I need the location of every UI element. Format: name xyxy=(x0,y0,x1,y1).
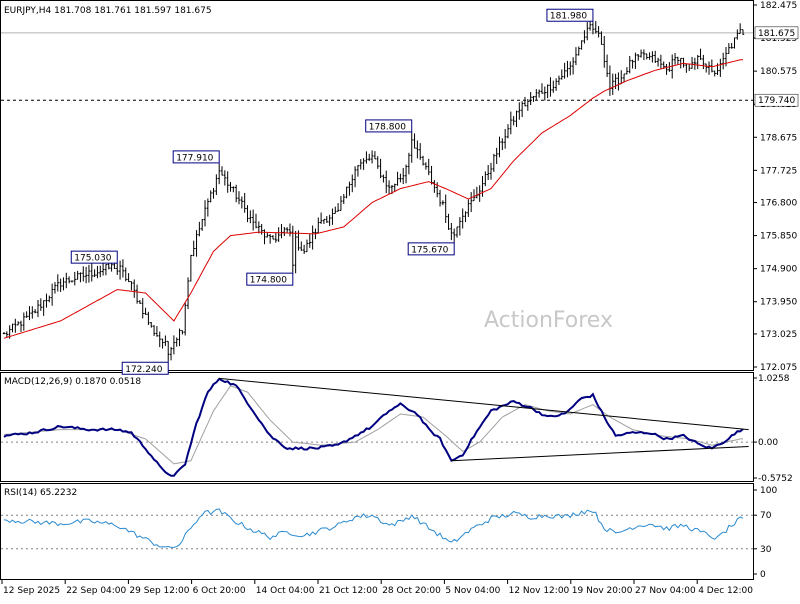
swing-label-box xyxy=(70,250,118,264)
current-price-tag: 181.675 xyxy=(758,29,795,39)
macd-trendline xyxy=(451,445,749,462)
swing-label: 181.980 xyxy=(550,12,587,22)
time-axis-label: 29 Sep 12:00 xyxy=(129,586,189,596)
swing-labels: 181.980 178.800 177.910 175.670 175.030 174.8… xyxy=(70,8,594,375)
price-panel-frame xyxy=(0,0,754,371)
time-axis-label: 12 Sep 2025 xyxy=(3,586,60,596)
moving-average-line xyxy=(3,59,743,339)
price-levels xyxy=(1,32,753,101)
time-axis-label: 19 Nov 20:00 xyxy=(572,586,633,596)
rsi-label: RSI(14) 65.2232 xyxy=(4,488,77,498)
macd-trendline xyxy=(219,377,749,431)
macd-line xyxy=(3,377,744,477)
price-axis-label: 176.800 xyxy=(760,199,797,209)
rsi-indicator xyxy=(1,508,753,550)
price-axis-label: 175.850 xyxy=(760,232,797,242)
swing-label: 175.030 xyxy=(74,254,111,264)
chart-title: EURJPY,H4 181.708 181.761 181.597 181.67… xyxy=(4,6,212,16)
price-axis-label: 178.675 xyxy=(760,133,797,143)
price-axis-label: 173.950 xyxy=(760,298,797,308)
rsi-axis: 100 70 30 0 xyxy=(753,486,777,580)
swing-label-box xyxy=(246,272,294,286)
price-axis: 182.475181.525180.575179.625178.675177.7… xyxy=(753,1,799,373)
rsi-axis-label: 100 xyxy=(760,486,777,496)
price-axis-label: 177.725 xyxy=(760,166,797,176)
rsi-panel-frame xyxy=(0,483,754,580)
time-axis-label: 5 Nov 04:00 xyxy=(445,586,500,596)
swing-label-box xyxy=(172,150,220,164)
price-bars xyxy=(2,19,745,362)
macd-axis-label: 1.0258 xyxy=(758,374,790,384)
level-price-tag: 179.740 xyxy=(758,96,795,106)
time-axis-label: 21 Oct 12:00 xyxy=(319,586,378,596)
swing-label-box xyxy=(365,119,413,133)
swing-label: 175.670 xyxy=(411,245,448,255)
rsi-axis-label: 70 xyxy=(760,511,772,521)
price-axis-label: 172.075 xyxy=(760,363,797,373)
macd-label: MACD(12,26,9) 0.1870 0.0518 xyxy=(4,377,141,387)
swing-label-box xyxy=(546,8,594,22)
rsi-line xyxy=(3,508,744,548)
time-axis-label: 28 Oct 20:00 xyxy=(382,586,441,596)
time-axis: 12 Sep 2025 22 Sep 04:00 29 Sep 12:00 6 Oct… xyxy=(1,580,753,596)
time-axis-label: 4 Dec 12:00 xyxy=(698,586,753,596)
time-axis-label: 27 Nov 04:00 xyxy=(635,586,696,596)
price-axis-label: 182.475 xyxy=(760,1,797,11)
macd-panel-frame xyxy=(0,372,754,482)
macd-indicator xyxy=(1,377,753,477)
time-axis-label: 12 Nov 12:00 xyxy=(509,586,570,596)
swing-label-box xyxy=(407,242,455,256)
swing-label: 178.800 xyxy=(369,122,406,132)
price-axis-label: 174.900 xyxy=(760,265,797,275)
price-axis-label: 173.025 xyxy=(760,330,797,340)
macd-axis-label: 0.00 xyxy=(758,438,778,448)
swing-label: 177.910 xyxy=(176,153,213,163)
price-axis-label: 180.575 xyxy=(760,67,797,77)
rsi-axis-label: 0 xyxy=(760,570,766,580)
macd-axis: 1.0258 0.00 -0.5752 xyxy=(753,374,793,484)
time-axis-label: 22 Sep 04:00 xyxy=(66,586,126,596)
watermark: ActionForex xyxy=(484,308,613,333)
swing-label: 174.800 xyxy=(250,276,287,286)
time-axis-label: 14 Oct 04:00 xyxy=(256,586,315,596)
swing-label: 172.240 xyxy=(125,365,162,375)
level-price-tag-box xyxy=(754,93,799,107)
current-price-tag-box xyxy=(754,26,799,40)
rsi-axis-label: 30 xyxy=(760,545,772,555)
swing-label-box xyxy=(121,361,169,375)
macd-axis-label: -0.5752 xyxy=(758,474,793,484)
time-axis-label: 6 Oct 20:00 xyxy=(193,586,246,596)
